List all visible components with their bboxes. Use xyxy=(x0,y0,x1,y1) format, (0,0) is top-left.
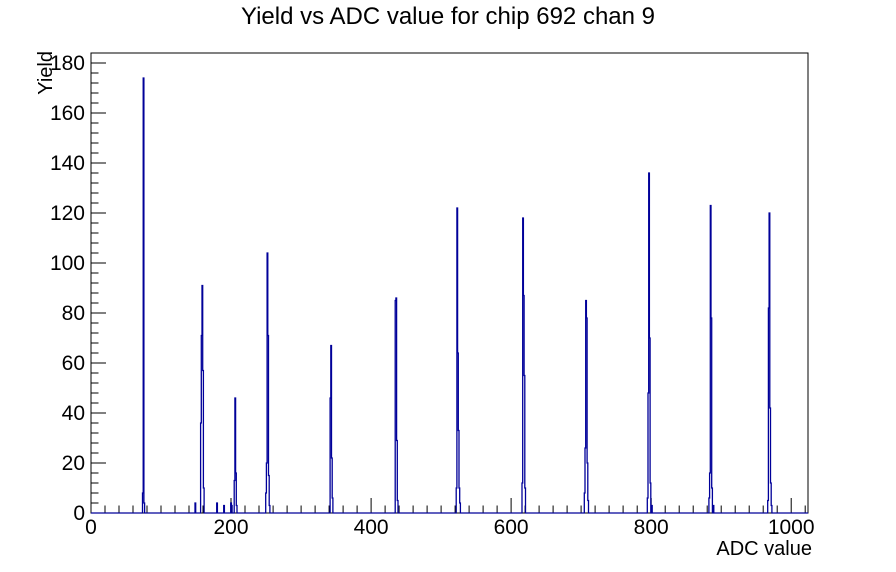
y-tick-label: 180 xyxy=(50,52,85,75)
y-tick-label: 160 xyxy=(50,102,85,125)
y-tick-label: 0 xyxy=(73,502,85,525)
x-tick-label: 800 xyxy=(634,516,669,539)
x-tick-label: 200 xyxy=(213,516,248,539)
plot-frame xyxy=(90,52,809,514)
histogram-line xyxy=(91,77,808,514)
x-tick-label: 0 xyxy=(85,516,97,539)
x-tick-label: 400 xyxy=(354,516,389,539)
chart-title: Yield vs ADC value for chip 692 chan 9 xyxy=(240,3,655,30)
y-tick-label: 80 xyxy=(62,302,85,325)
y-tick-label: 40 xyxy=(62,402,85,425)
y-tick-label: 120 xyxy=(50,202,85,225)
y-tick-label: 20 xyxy=(62,452,85,475)
y-tick-label: 100 xyxy=(50,252,85,275)
y-tick-label: 60 xyxy=(62,352,85,375)
x-tick-label: 600 xyxy=(494,516,529,539)
x-axis-title: ADC value xyxy=(716,538,812,560)
y-axis-title: Yield xyxy=(35,51,57,95)
x-tick-label: 1000 xyxy=(768,516,815,539)
y-tick-label: 140 xyxy=(50,152,85,175)
